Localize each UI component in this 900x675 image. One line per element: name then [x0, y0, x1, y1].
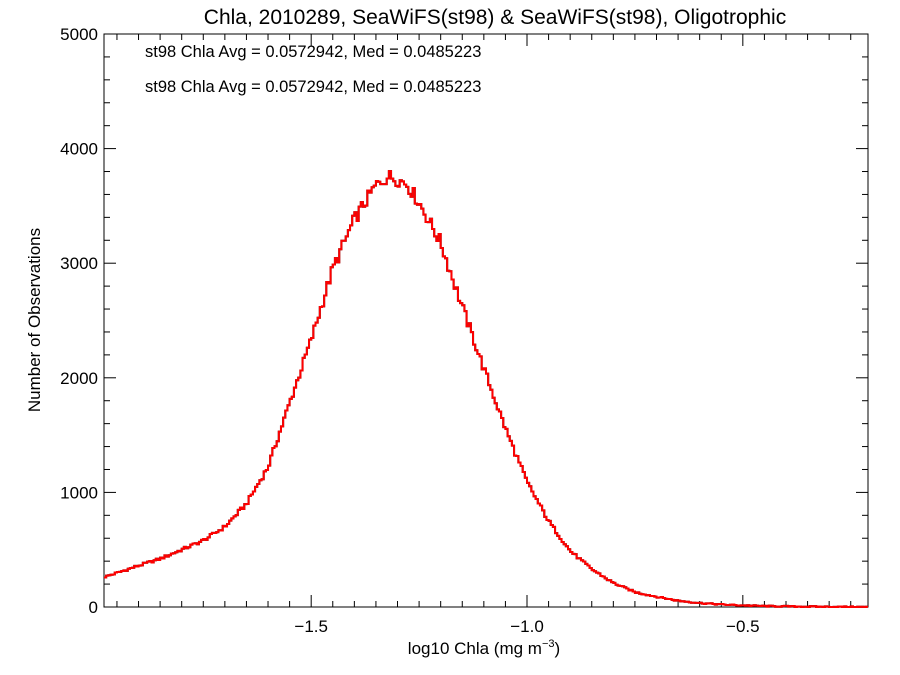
- x-axis-label-close: ): [555, 639, 561, 658]
- x-axis-label-superscript: −3: [542, 638, 555, 650]
- x-tick-label: −0.5: [726, 617, 760, 636]
- y-axis-label: Number of Observations: [25, 228, 44, 412]
- y-axis: 0 1000 2000 3000 4000 5000: [60, 25, 868, 617]
- x-tick-label: −1.5: [294, 617, 328, 636]
- histogram-series-1: [104, 170, 868, 608]
- x-axis: −1.5 −1.0 −0.5: [116, 34, 852, 636]
- y-tick-label: 3000: [60, 254, 98, 273]
- y-tick-label: 1000: [60, 483, 98, 502]
- x-axis-label: log10 Chla (mg m−3): [408, 638, 560, 658]
- plot-frame: [103, 33, 869, 608]
- y-tick-label: 0: [89, 598, 98, 617]
- y-tick-label: 5000: [60, 25, 98, 44]
- histogram-series-2: [104, 170, 868, 608]
- annotation-red: st98 Chla Avg = 0.0572942, Med = 0.04852…: [145, 78, 481, 96]
- y-tick-label: 4000: [60, 140, 98, 159]
- x-tick-label: −1.0: [510, 617, 544, 636]
- x-axis-label-main: log10 Chla (mg m: [408, 639, 542, 658]
- annotation-black: st98 Chla Avg = 0.0572942, Med = 0.04852…: [145, 43, 481, 61]
- chart-title: Chla, 2010289, SeaWiFS(st98) & SeaWiFS(s…: [204, 6, 786, 29]
- y-tick-label: 2000: [60, 369, 98, 388]
- series-layer: [104, 170, 868, 608]
